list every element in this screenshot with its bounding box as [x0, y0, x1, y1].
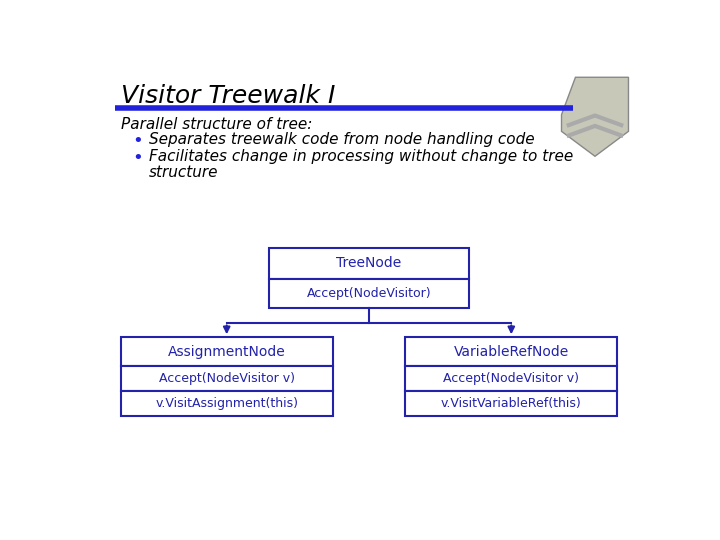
Text: v.VisitVariableRef(this): v.VisitVariableRef(this) — [441, 397, 582, 410]
Text: TreeNode: TreeNode — [336, 256, 402, 271]
Text: Accept(NodeVisitor v): Accept(NodeVisitor v) — [444, 372, 580, 385]
Text: Separates treewalk code from node handling code: Separates treewalk code from node handli… — [148, 132, 534, 147]
Bar — [269, 248, 469, 279]
Text: VariableRefNode: VariableRefNode — [454, 345, 569, 359]
Bar — [121, 391, 333, 416]
Bar — [405, 337, 617, 366]
Bar — [405, 366, 617, 391]
Text: AssignmentNode: AssignmentNode — [168, 345, 286, 359]
Polygon shape — [562, 77, 629, 156]
Bar — [121, 366, 333, 391]
Text: Visitor Treewalk I: Visitor Treewalk I — [121, 84, 335, 107]
Text: •: • — [132, 149, 143, 167]
Bar — [121, 337, 333, 366]
Text: v.VisitAssignment(this): v.VisitAssignment(this) — [156, 397, 298, 410]
Bar — [269, 279, 469, 308]
Text: •: • — [132, 132, 143, 150]
Text: structure: structure — [148, 165, 218, 180]
Text: Facilitates change in processing without change to tree: Facilitates change in processing without… — [148, 149, 573, 164]
Bar — [405, 391, 617, 416]
Text: Accept(NodeVisitor): Accept(NodeVisitor) — [307, 287, 431, 300]
Text: Parallel structure of tree:: Parallel structure of tree: — [121, 117, 312, 132]
Text: Accept(NodeVisitor v): Accept(NodeVisitor v) — [158, 372, 294, 385]
